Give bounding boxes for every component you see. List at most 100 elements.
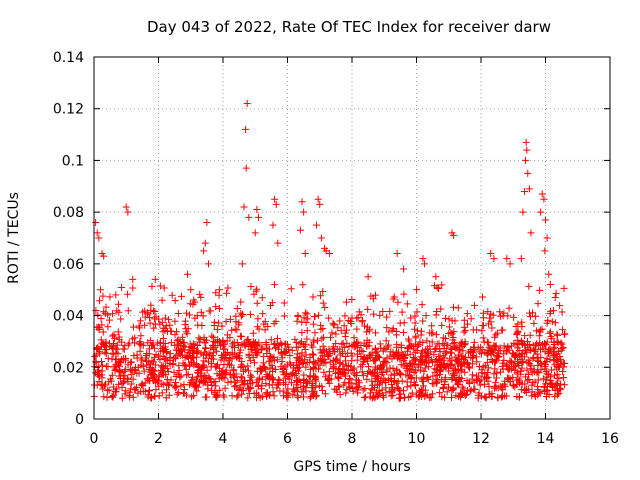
data-point — [180, 342, 188, 350]
data-point — [340, 322, 348, 330]
data-point — [378, 386, 386, 394]
data-point — [514, 320, 522, 328]
data-point — [178, 292, 186, 300]
data-point — [535, 369, 543, 377]
data-point — [300, 393, 308, 401]
data-point — [137, 381, 145, 389]
data-point — [216, 337, 224, 345]
data-point — [320, 333, 328, 341]
data-point — [326, 333, 334, 341]
data-point — [534, 376, 542, 384]
data-point — [461, 338, 469, 346]
data-point — [136, 324, 144, 332]
data-point — [546, 310, 554, 318]
data-point — [376, 340, 384, 348]
data-point — [301, 309, 309, 317]
data-point — [261, 326, 269, 334]
data-point — [525, 185, 533, 193]
data-point — [193, 353, 201, 361]
data-point — [215, 319, 223, 327]
data-point — [272, 366, 280, 374]
data-point — [484, 339, 492, 347]
data-point — [371, 372, 379, 380]
data-point — [298, 198, 306, 206]
data-point — [419, 317, 427, 325]
data-point — [491, 342, 499, 350]
data-point — [224, 284, 232, 292]
data-point — [223, 289, 231, 297]
data-point — [378, 362, 386, 370]
data-point — [253, 378, 261, 386]
data-point — [103, 393, 111, 401]
data-point — [239, 362, 247, 370]
data-point — [358, 368, 366, 376]
data-point — [341, 329, 349, 337]
data-point — [177, 382, 185, 390]
data-point — [534, 368, 542, 376]
data-point — [174, 310, 182, 318]
data-point — [403, 378, 411, 386]
data-point — [534, 383, 542, 391]
x-tick-label: 0 — [90, 431, 99, 447]
data-point — [423, 391, 431, 399]
data-point — [321, 304, 329, 312]
data-point — [281, 374, 289, 382]
data-point — [167, 376, 175, 384]
data-point — [528, 369, 536, 377]
data-point — [203, 366, 211, 374]
data-point — [518, 364, 526, 372]
data-point — [270, 281, 278, 289]
data-point — [262, 339, 270, 347]
data-point — [395, 348, 403, 356]
data-point — [224, 378, 232, 386]
data-point — [430, 282, 438, 290]
data-point — [183, 330, 191, 338]
data-point — [195, 334, 203, 342]
data-point — [96, 348, 104, 356]
data-point — [473, 372, 481, 380]
data-point — [188, 358, 196, 366]
data-point — [201, 344, 209, 352]
data-point — [460, 385, 468, 393]
data-point — [406, 361, 414, 369]
data-point — [319, 287, 327, 295]
data-point — [129, 284, 137, 292]
data-point — [158, 296, 166, 304]
data-point — [244, 394, 252, 402]
data-point — [410, 378, 418, 386]
data-point — [473, 376, 481, 384]
data-point — [555, 347, 563, 355]
data-point — [95, 234, 103, 242]
data-point — [105, 386, 113, 394]
data-point — [546, 281, 554, 289]
data-point — [245, 389, 253, 397]
data-point — [115, 367, 123, 375]
data-point — [108, 392, 116, 400]
data-point — [310, 387, 318, 395]
data-point — [220, 393, 228, 401]
data-point — [322, 348, 330, 356]
data-point — [470, 338, 478, 346]
data-point — [126, 388, 134, 396]
data-point — [443, 388, 451, 396]
data-point — [383, 313, 391, 321]
data-point — [92, 218, 100, 226]
data-point — [476, 348, 484, 356]
data-point — [171, 384, 179, 392]
data-point — [366, 393, 374, 401]
data-point — [428, 379, 436, 387]
data-point — [317, 234, 325, 242]
data-point — [325, 374, 333, 382]
data-point — [112, 388, 120, 396]
data-point — [345, 375, 353, 383]
y-tick-label: 0 — [75, 412, 84, 428]
data-point — [407, 373, 415, 381]
data-point — [338, 340, 346, 348]
data-point — [208, 387, 216, 395]
data-point — [375, 391, 383, 399]
x-tick-label: 8 — [348, 431, 357, 447]
x-tick-label: 14 — [537, 431, 555, 447]
data-point — [282, 340, 290, 348]
data-point — [237, 298, 245, 306]
data-point — [470, 385, 478, 393]
